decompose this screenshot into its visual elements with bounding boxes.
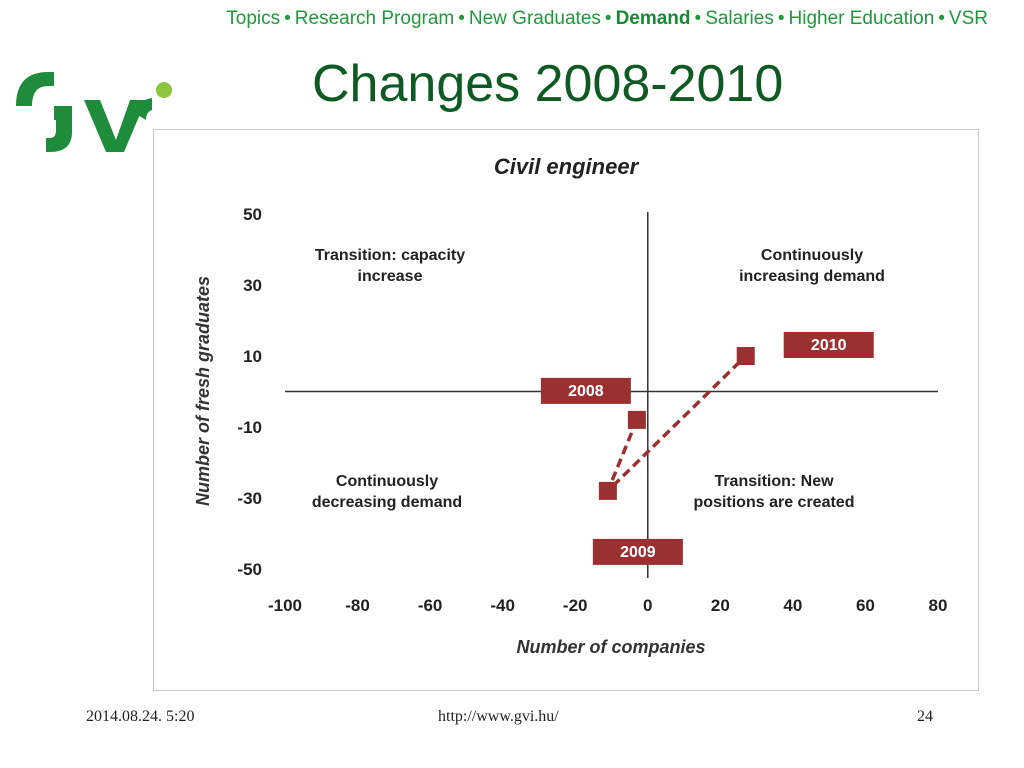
y-tick-label: 50 — [243, 205, 262, 224]
data-point-2008 — [627, 410, 646, 429]
x-tick-label: -40 — [490, 596, 515, 615]
quadrant-label-top-right: increasing demand — [739, 268, 885, 285]
y-axis-label: Number of fresh graduates — [193, 276, 213, 506]
nav-separator: • — [777, 8, 785, 29]
nav-item-vsr[interactable]: VSR — [948, 8, 988, 29]
year-label-2008: 2008 — [568, 383, 604, 400]
nav-item-higher-education[interactable]: Higher Education — [788, 8, 935, 29]
nav-separator: • — [458, 8, 465, 29]
x-tick-label: -80 — [345, 596, 370, 615]
footer-page-number: 24 — [917, 708, 933, 725]
nav-separator: • — [938, 8, 945, 29]
nav-item-new-graduates[interactable]: New Graduates — [468, 8, 601, 29]
y-tick-label: -30 — [237, 489, 262, 508]
nav-separator: • — [604, 8, 612, 29]
nav-separator: • — [284, 8, 291, 29]
y-tick-label: -50 — [237, 560, 262, 579]
quadrant-label-top-left: increase — [358, 268, 423, 285]
gvi-logo-icon — [12, 66, 182, 158]
nav-item-research-program[interactable]: Research Program — [294, 8, 455, 29]
year-label-box-2009 — [592, 538, 683, 565]
quadrant-chart: Civil engineer -100 -80 -60 -40 -20 0 20 40 60 80 5… — [193, 154, 948, 657]
x-tick-label: 0 — [643, 596, 652, 615]
x-tick-label: -20 — [563, 596, 588, 615]
nav-item-salaries[interactable]: Salaries — [705, 8, 774, 29]
x-tick-label: -100 — [268, 596, 302, 615]
data-point-2010 — [736, 347, 755, 365]
y-tick-label: 30 — [243, 276, 262, 295]
nav-separator: • — [694, 8, 702, 29]
y-tick-label: 10 — [243, 347, 262, 366]
quadrant-label-top-left: Transition: capacity — [315, 247, 465, 264]
quadrant-label-bottom-left: decreasing demand — [312, 494, 462, 511]
year-label-box-2008 — [540, 377, 631, 404]
year-label-box-2010 — [783, 332, 874, 358]
footer-url[interactable]: http://www.gvi.hu/ — [438, 708, 559, 725]
y-tick-label: -10 — [237, 418, 262, 437]
x-tick-label: -60 — [418, 596, 443, 615]
x-tick-label: 80 — [929, 596, 948, 615]
quadrant-label-bottom-right: positions are created — [694, 494, 855, 511]
nav-item-topics[interactable]: Topics — [226, 8, 281, 29]
footer-date: 2014.08.24. 5:20 — [86, 708, 195, 725]
slide-title: Changes 2008-2010 — [312, 55, 784, 113]
chart-panel: Civil engineer -100 -80 -60 -40 -20 0 20 40 60 80 5… — [153, 129, 979, 691]
data-point-2009 — [598, 481, 617, 500]
x-tick-label: 40 — [783, 596, 802, 615]
x-axis-label: Number of companies — [516, 637, 705, 657]
year-label-2010: 2010 — [811, 337, 847, 354]
x-tick-label: 60 — [856, 596, 875, 615]
chart-title: Civil engineer — [494, 154, 640, 179]
quadrant-label-bottom-right: Transition: New — [714, 473, 834, 490]
nav-item-demand[interactable]: Demand — [615, 8, 691, 29]
quadrant-label-bottom-left: Continuously — [336, 473, 438, 490]
quadrant-label-top-right: Continuously — [761, 247, 863, 264]
top-navigation: Topics • Research Program • New Graduates • De… — [226, 8, 988, 30]
year-label-2009: 2009 — [620, 544, 656, 561]
x-tick-label: 20 — [711, 596, 730, 615]
